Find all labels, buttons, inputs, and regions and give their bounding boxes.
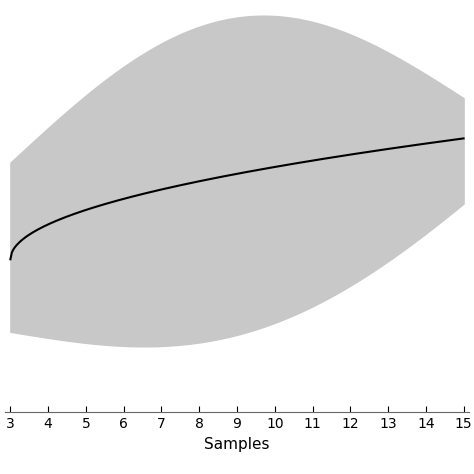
X-axis label: Samples: Samples xyxy=(204,437,270,452)
